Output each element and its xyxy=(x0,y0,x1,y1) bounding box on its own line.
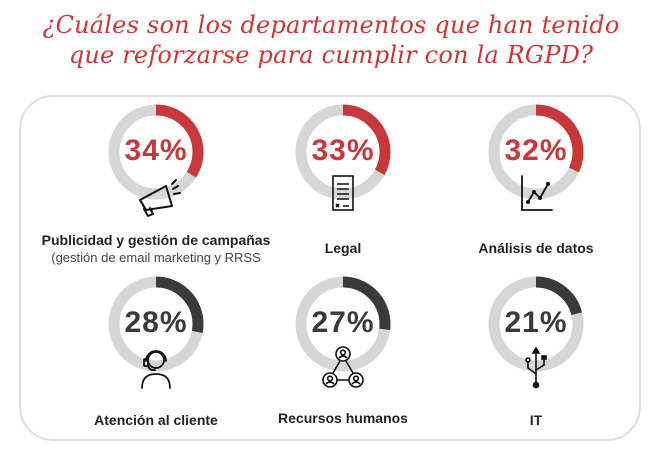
category-label: Publicidad y gestión de campañas xyxy=(41,232,271,248)
donut-value-arc xyxy=(488,276,584,372)
usb-icon xyxy=(525,346,547,389)
chart-title: ¿Cuáles son los departamentos que han te… xyxy=(42,11,620,69)
people-network-icon xyxy=(322,346,364,388)
percentage-label: 27% xyxy=(311,306,375,339)
percentage-label: 34% xyxy=(124,134,188,167)
category-label: Legal xyxy=(324,240,362,256)
percentage-label: 28% xyxy=(124,306,188,339)
donut-item-legal: 33% Legal xyxy=(243,100,443,280)
percentage-label: 32% xyxy=(504,134,568,167)
chart-panel xyxy=(19,95,641,441)
document-icon xyxy=(332,175,354,211)
donut-value-arc xyxy=(108,104,204,200)
donut-value-arc xyxy=(488,104,584,200)
megaphone-icon xyxy=(139,179,181,217)
percentage-label: 21% xyxy=(504,306,568,339)
donut-ring xyxy=(108,104,204,200)
donut-ring xyxy=(295,276,391,372)
donut-item-rrhh: 27% Recursos humanos xyxy=(243,272,443,452)
donut-value-arc xyxy=(295,104,391,200)
donut-item-publicidad: 34% Publicidad y gestión de campañas (ge… xyxy=(42,100,270,280)
line-chart-icon xyxy=(521,175,553,211)
donut-item-it: 21% IT xyxy=(436,272,636,452)
headset-icon xyxy=(141,350,171,389)
donut-value-arc xyxy=(108,276,204,372)
category-sublabel: (gestión de email marketing y RRSS xyxy=(51,250,261,265)
percentage-label: 33% xyxy=(311,134,375,167)
donut-item-analisis: 32% Análisis de datos xyxy=(436,100,636,280)
donut-item-atencion: 28% Atención al cliente xyxy=(56,272,256,452)
donut-ring xyxy=(108,276,204,372)
category-label: Recursos humanos xyxy=(278,410,408,426)
category-label: IT xyxy=(529,412,543,428)
category-label: Atención al cliente xyxy=(94,412,218,428)
category-label: Análisis de datos xyxy=(478,240,594,256)
donut-value-arc xyxy=(295,276,391,372)
